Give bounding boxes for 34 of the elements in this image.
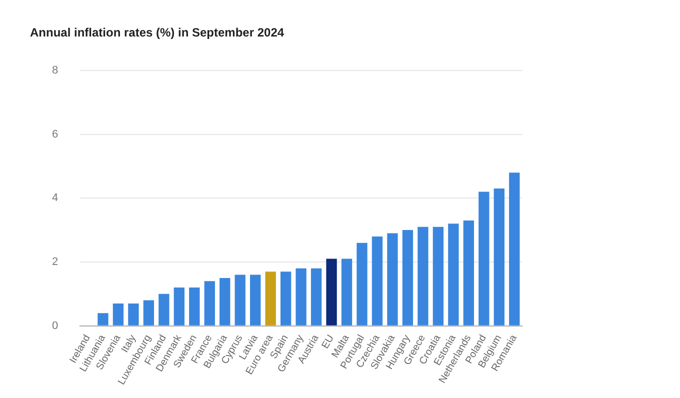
bar <box>402 230 414 326</box>
chart-title: Annual inflation rates (%) in September 2024 <box>30 26 284 40</box>
y-tick-label: 6 <box>52 128 58 140</box>
bar <box>112 304 124 326</box>
bar <box>448 224 459 326</box>
bar <box>234 274 246 326</box>
y-tick-label: 2 <box>52 256 58 268</box>
bar <box>478 192 490 326</box>
bar <box>463 220 474 326</box>
bar <box>387 233 398 326</box>
bar <box>280 272 292 326</box>
bar <box>341 258 352 326</box>
bar <box>356 242 368 326</box>
bar <box>418 226 428 326</box>
bar <box>98 313 108 326</box>
bar <box>158 294 170 326</box>
y-tick-label: 4 <box>52 192 58 204</box>
bar <box>143 300 154 326</box>
bar <box>174 288 184 326</box>
bar <box>509 172 520 326</box>
bar <box>494 188 504 326</box>
bar <box>189 288 200 326</box>
bar <box>372 236 383 326</box>
y-tick-label: 0 <box>52 320 58 332</box>
bar <box>220 278 230 326</box>
bar <box>432 226 444 326</box>
bar <box>204 281 215 326</box>
bar <box>250 274 261 326</box>
bar <box>326 258 337 326</box>
y-tick-label: 8 <box>52 64 58 76</box>
bar <box>265 272 276 326</box>
bar <box>296 268 306 326</box>
bar <box>310 268 322 326</box>
bar <box>128 304 139 326</box>
